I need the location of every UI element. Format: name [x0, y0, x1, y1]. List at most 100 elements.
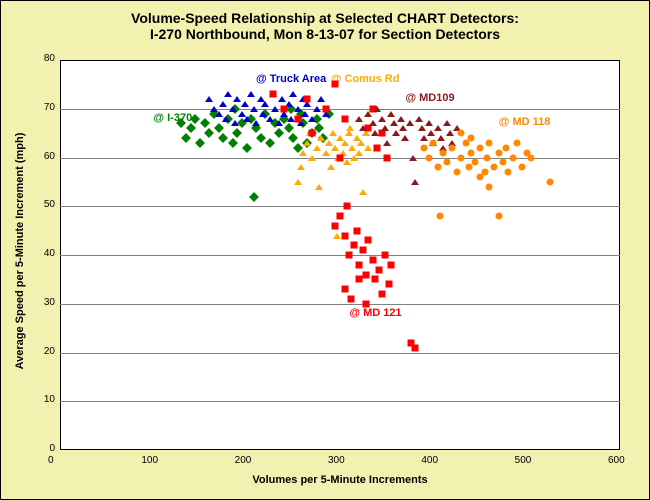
marker-Comus-Rd — [346, 125, 354, 131]
marker-MD118 — [436, 213, 443, 220]
marker-MD121 — [369, 256, 376, 263]
xtick-label: 400 — [421, 455, 438, 466]
marker-MD121 — [355, 276, 362, 283]
marker-MD109 — [387, 111, 395, 117]
chart-title: Volume-Speed Relationship at Selected CH… — [0, 10, 650, 42]
marker-MD121 — [281, 105, 288, 112]
ytick-label: 10 — [44, 394, 55, 405]
ytick-label: 20 — [44, 346, 55, 357]
series-label-Truck-Area: @ Truck Area — [256, 73, 326, 85]
marker-MD118 — [528, 154, 535, 161]
marker-MD109 — [373, 106, 381, 112]
marker-MD109 — [443, 120, 451, 126]
marker-MD109 — [409, 155, 417, 161]
marker-Comus-Rd — [315, 184, 323, 190]
marker-MD121 — [341, 232, 348, 239]
marker-MD121 — [332, 81, 339, 88]
marker-MD109 — [371, 130, 379, 136]
ytick-label: 80 — [44, 53, 55, 64]
title-line2: I-270 Northbound, Mon 8-13-07 for Sectio… — [150, 26, 500, 42]
marker-MD121 — [337, 154, 344, 161]
marker-MD118 — [465, 164, 472, 171]
marker-MD118 — [467, 149, 474, 156]
marker-Truck-Area — [261, 101, 269, 107]
marker-MD118 — [458, 130, 465, 137]
marker-Comus-Rd — [308, 155, 316, 161]
marker-MD121 — [351, 242, 358, 249]
gridline-h — [60, 206, 620, 207]
series-label-MD109: @ MD109 — [405, 92, 454, 104]
marker-MD118 — [430, 139, 437, 146]
marker-MD118 — [467, 135, 474, 142]
marker-MD121 — [411, 344, 418, 351]
marker-Truck-Area — [243, 116, 251, 122]
marker-Truck-Area — [289, 91, 297, 97]
marker-MD121 — [385, 281, 392, 288]
marker-MD118 — [491, 164, 498, 171]
series-label-I-370: @ I-370 — [153, 112, 192, 124]
marker-MD118 — [439, 149, 446, 156]
ytick-label: 30 — [44, 297, 55, 308]
marker-MD118 — [486, 183, 493, 190]
xtick-label: 200 — [235, 455, 252, 466]
marker-MD121 — [337, 213, 344, 220]
marker-Truck-Area — [313, 106, 321, 112]
title-line1: Volume-Speed Relationship at Selected CH… — [131, 10, 519, 26]
marker-MD118 — [495, 149, 502, 156]
marker-MD121 — [304, 96, 311, 103]
marker-MD118 — [477, 174, 484, 181]
marker-MD109 — [411, 179, 419, 185]
marker-Truck-Area — [271, 106, 279, 112]
marker-MD109 — [434, 125, 442, 131]
xtick-label: 100 — [141, 455, 158, 466]
marker-MD121 — [309, 130, 316, 137]
marker-MD118 — [421, 144, 428, 151]
series-label-MD121: @ MD 121 — [349, 307, 401, 319]
marker-MD118 — [509, 154, 516, 161]
marker-MD121 — [381, 252, 388, 259]
marker-MD121 — [372, 276, 379, 283]
ytick-label: 0 — [49, 443, 55, 454]
marker-Truck-Area — [275, 120, 283, 126]
marker-MD118 — [547, 178, 554, 185]
marker-MD118 — [495, 213, 502, 220]
marker-MD121 — [360, 247, 367, 254]
marker-MD121 — [383, 154, 390, 161]
marker-MD109 — [369, 120, 377, 126]
marker-MD118 — [444, 159, 451, 166]
marker-MD121 — [379, 291, 386, 298]
marker-MD109 — [425, 120, 433, 126]
marker-Comus-Rd — [359, 189, 367, 195]
marker-Comus-Rd — [364, 145, 372, 151]
marker-MD109 — [406, 120, 414, 126]
xtick-label: 600 — [608, 455, 625, 466]
marker-Truck-Area — [229, 106, 237, 112]
marker-MD121 — [341, 115, 348, 122]
marker-Comus-Rd — [327, 164, 335, 170]
ytick-label: 60 — [44, 151, 55, 162]
marker-MD118 — [472, 159, 479, 166]
marker-MD121 — [353, 227, 360, 234]
marker-MD118 — [453, 169, 460, 176]
marker-MD121 — [269, 91, 276, 98]
series-label-Comus-Rd: @ Comus Rd — [331, 73, 400, 85]
marker-MD118 — [503, 144, 510, 151]
chart-container: Volume-Speed Relationship at Selected CH… — [0, 0, 650, 500]
marker-MD121 — [341, 286, 348, 293]
ytick-label: 50 — [44, 199, 55, 210]
marker-Truck-Area — [250, 106, 258, 112]
marker-MD118 — [505, 169, 512, 176]
xtick-label: 0 — [48, 455, 54, 466]
marker-MD121 — [346, 252, 353, 259]
marker-MD118 — [449, 144, 456, 151]
marker-Truck-Area — [241, 101, 249, 107]
marker-MD121 — [323, 105, 330, 112]
marker-MD121 — [388, 261, 395, 268]
marker-Truck-Area — [308, 116, 316, 122]
marker-MD121 — [363, 271, 370, 278]
marker-Truck-Area — [205, 96, 213, 102]
marker-MD118 — [477, 144, 484, 151]
gridline-h — [60, 109, 620, 110]
marker-MD121 — [295, 115, 302, 122]
marker-MD109 — [359, 125, 367, 131]
